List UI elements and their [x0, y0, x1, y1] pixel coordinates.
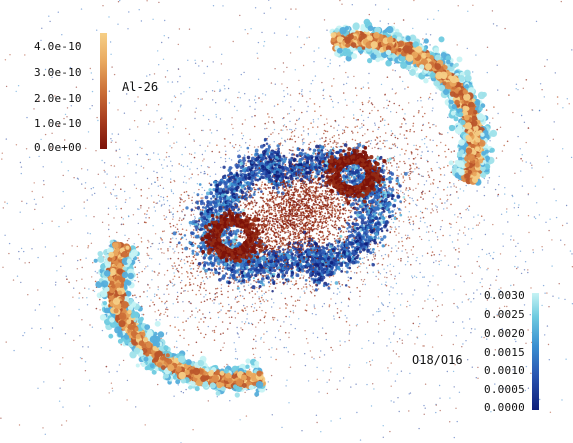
al26-tick-1: 3.0e-10 — [34, 66, 82, 79]
o18-tick-6: 0.0000 — [484, 401, 525, 414]
o18-tick-3: 0.0015 — [484, 346, 525, 359]
core-cluster-layer — [186, 119, 399, 286]
o18-tick-5: 0.0005 — [484, 383, 525, 396]
o18-tick-1: 0.0025 — [484, 308, 525, 321]
o18-tick-2: 0.0020 — [484, 327, 525, 340]
al26-colorbar-label: Al-26 — [122, 80, 159, 94]
blue-arm-layer — [172, 137, 408, 293]
o18-colorbar-label: O18/O16 — [412, 353, 463, 367]
o18-tick-4: 0.0010 — [484, 364, 525, 377]
outer-ring-layer — [93, 18, 498, 398]
al26-tick-3: 1.0e-10 — [34, 117, 82, 130]
al26-colorbar — [100, 33, 107, 149]
al26-tick-0: 4.0e-10 — [34, 40, 82, 53]
o18-colorbar — [532, 293, 539, 410]
al26-tick-2: 2.0e-10 — [34, 92, 82, 105]
o18-tick-0: 0.0030 — [484, 289, 525, 302]
al26-tick-4: 0.0e+00 — [34, 141, 82, 154]
